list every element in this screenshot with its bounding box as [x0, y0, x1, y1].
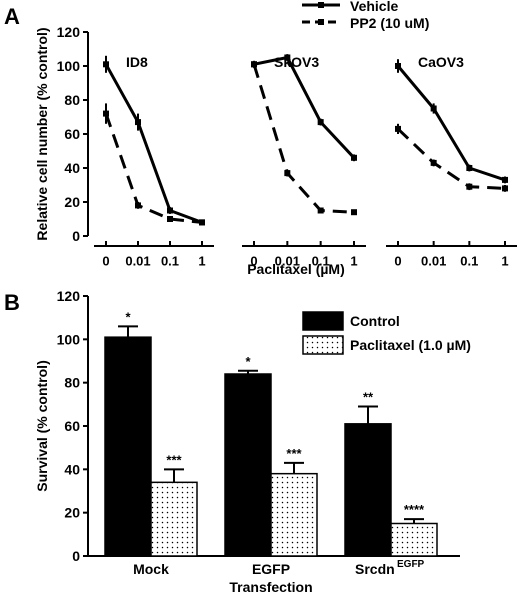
significance-mark: * [245, 354, 251, 369]
legend-label-paclitaxel: Paclitaxel (1.0 µM) [350, 337, 471, 353]
pp2-point [351, 209, 357, 216]
legend-b: Control Paclitaxel (1.0 µM) [302, 311, 471, 355]
legend-swatch-paclitaxel [302, 335, 344, 355]
y-axis-title-a: Relative cell number (% control) [34, 27, 50, 240]
significance-mark: ** [363, 390, 374, 405]
category-label: Mock [133, 561, 169, 577]
y-tick-label-a: 20 [64, 194, 80, 210]
x-tick-label-a: 1 [198, 254, 205, 269]
y-tick-label-b: 100 [57, 331, 81, 347]
subplot-title: ID8 [126, 54, 148, 70]
x-axis-title-a: Paclitaxel (µM) [247, 261, 345, 277]
subplot-title: CaOV3 [418, 54, 464, 70]
y-tick-label-a: 120 [57, 24, 81, 40]
y-tick-label-b: 60 [64, 418, 80, 434]
panel-a-label: A [4, 4, 20, 29]
pp2-point [135, 202, 141, 209]
vehicle-point [284, 54, 291, 61]
pp2-point [395, 125, 401, 132]
significance-mark: * [125, 309, 131, 324]
subplot-id8: 0 0.01 0.1 1 ID8 [94, 54, 214, 269]
pp2-point [466, 183, 473, 190]
y-tick-label-a: 0 [72, 228, 80, 244]
vehicle-point [103, 61, 109, 68]
x-tick-label-a: 1 [350, 254, 357, 269]
subplot-title: SkOV3 [274, 54, 319, 70]
x-axis-title-b: Transfection [229, 579, 312, 595]
vehicle-line [104, 63, 203, 224]
control-bar [224, 373, 272, 557]
pp2-line [396, 127, 506, 190]
paclitaxel-bar [270, 472, 318, 557]
vehicle-point [466, 165, 473, 171]
legend-marker-pp2 [318, 19, 324, 25]
significance-mark: *** [166, 452, 182, 467]
pp2-line [104, 113, 203, 224]
legend-label-pp2: PP2 (10 uM) [350, 15, 429, 31]
y-tick-label-a: 60 [64, 126, 80, 142]
significance-mark: *** [286, 446, 302, 461]
pp2-point [199, 219, 205, 226]
significance-mark: **** [404, 502, 425, 517]
pp2-point [103, 110, 109, 117]
pp2-point [251, 61, 257, 68]
paclitaxel-bar [390, 522, 438, 557]
vehicle-point [317, 119, 324, 126]
y-axis-title-b: Survival (% control) [34, 360, 50, 491]
pp2-point [502, 185, 508, 192]
vehicle-line [396, 65, 506, 182]
pp2-point [430, 159, 437, 166]
control-bar [344, 423, 392, 557]
vehicle-point [395, 63, 401, 69]
x-tick-label-a: 0.1 [161, 254, 179, 269]
legend-swatch-control [302, 311, 344, 331]
x-tick-label-a: 0.1 [460, 254, 478, 269]
y-tick-label-b: 20 [64, 505, 80, 521]
subplot-caov3: 0 0.01 0.1 1 CaOV3 [386, 54, 517, 269]
pp2-point [317, 207, 324, 214]
vehicle-point [351, 154, 357, 161]
x-tick-label-a: 0.1 [312, 254, 330, 269]
pp2-point [284, 170, 291, 177]
vehicle-point [167, 207, 173, 214]
y-tick-label-b: 120 [57, 288, 81, 304]
x-tick-label-a: 0 [102, 254, 109, 269]
x-tick-label-a: 0.01 [125, 254, 150, 269]
legend-marker-vehicle [318, 2, 324, 8]
subplot-skov3: 0 0.01 0.1 1 SkOV3 [242, 54, 366, 269]
category-label: Srcdn [355, 561, 395, 577]
pp2-point [167, 216, 173, 222]
y-tick-label-b: 0 [72, 548, 80, 564]
y-tick-label-b: 80 [64, 375, 80, 391]
legend-label-control: Control [350, 313, 400, 329]
legend-label-vehicle: Vehicle [350, 0, 398, 14]
pp2-line [252, 63, 355, 214]
x-tick-label-a: 0.01 [275, 254, 300, 269]
vehicle-point [502, 176, 508, 183]
x-tick-label-a: 0.01 [421, 254, 446, 269]
x-tick-label-a: 0 [250, 254, 257, 269]
paclitaxel-bar [150, 481, 198, 557]
control-bar [104, 336, 152, 557]
category-label: EGFP [252, 561, 290, 577]
y-tick-label-b: 40 [64, 461, 80, 477]
vehicle-point [430, 105, 437, 112]
y-tick-label-a: 40 [64, 160, 80, 176]
x-tick-label-a: 1 [501, 254, 508, 269]
y-tick-label-a: 80 [64, 92, 80, 108]
vehicle-point [135, 119, 141, 126]
vehicle-line [253, 56, 356, 159]
x-tick-label-a: 0 [394, 254, 401, 269]
category-superscript: EGFP [397, 559, 425, 570]
panel-b-label: B [4, 290, 20, 315]
y-tick-label-a: 100 [57, 58, 81, 74]
